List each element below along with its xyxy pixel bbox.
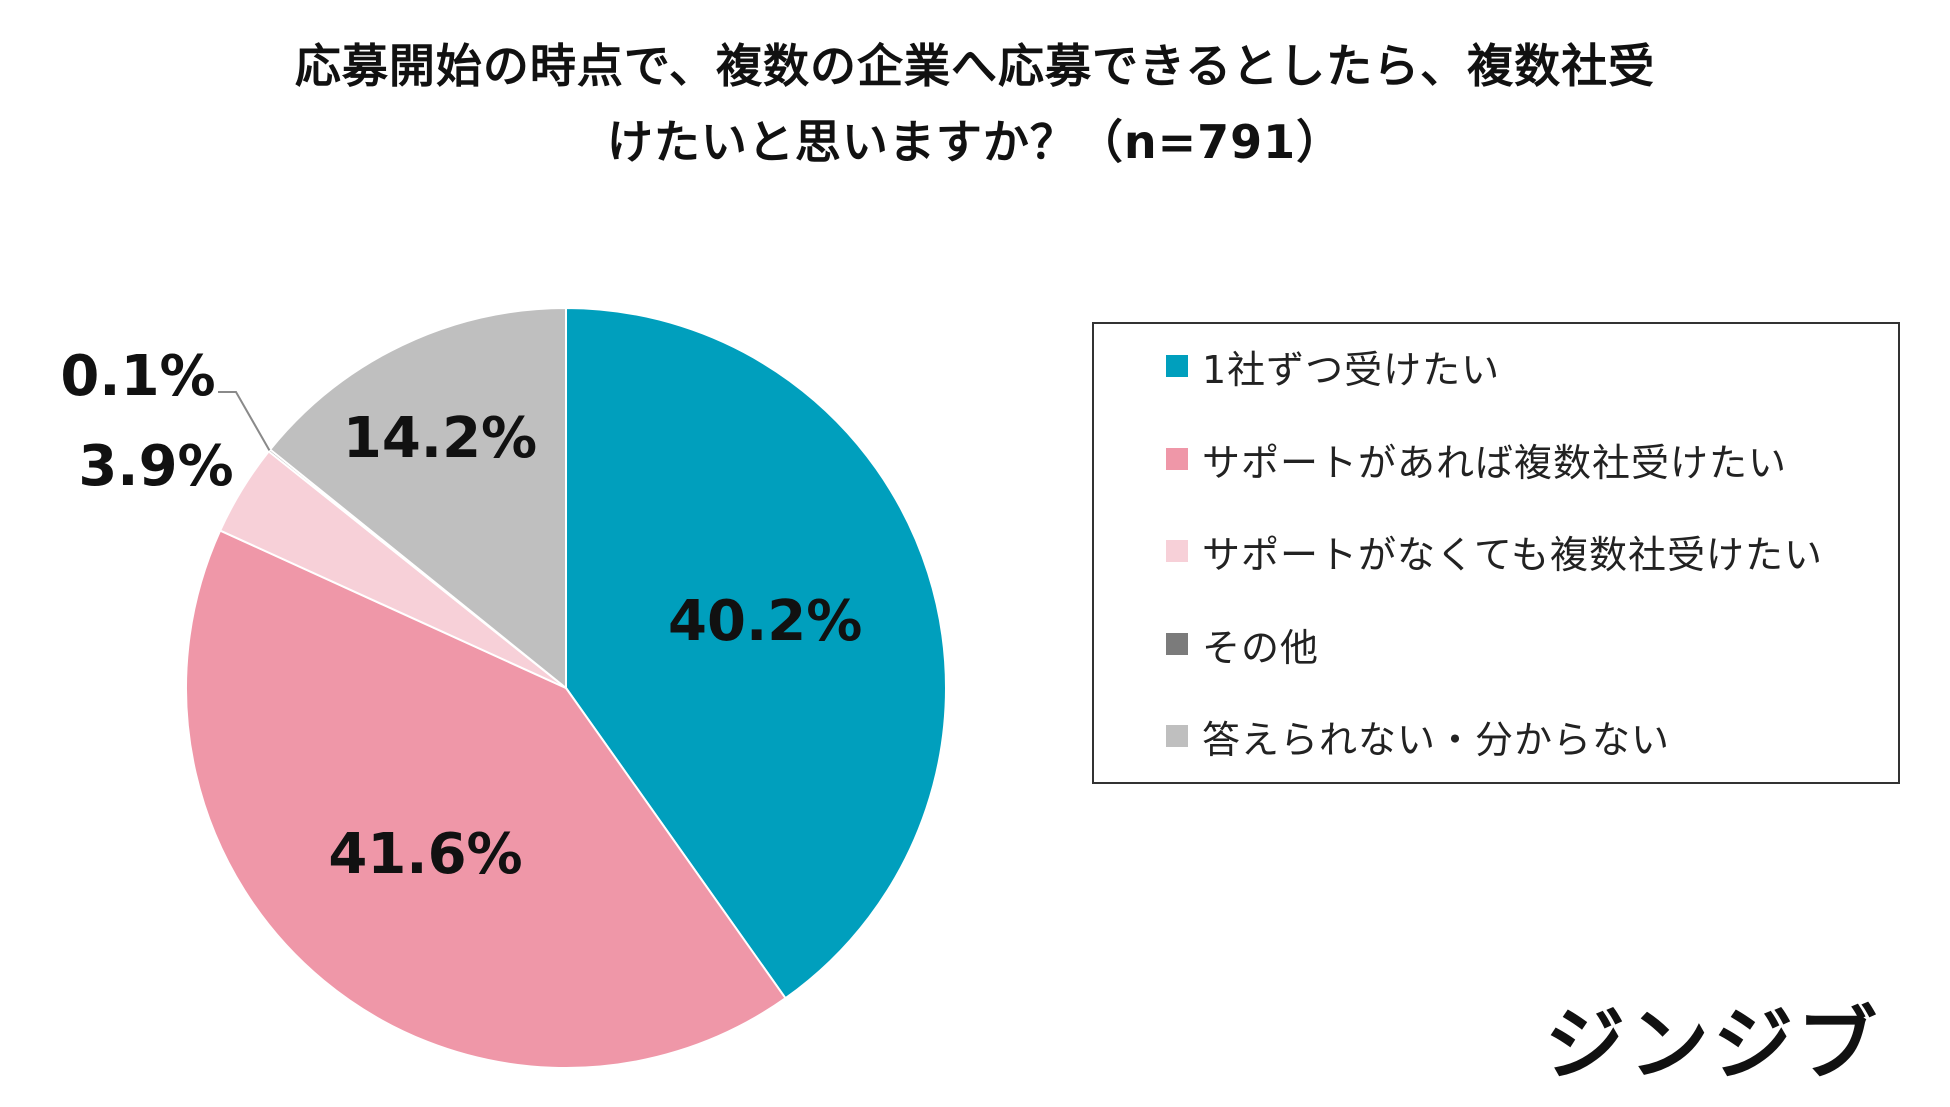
legend-item: 1社ずつ受けたい (1166, 338, 1500, 394)
legend-swatch (1166, 355, 1188, 377)
pie-data-label: 40.2% (668, 589, 862, 654)
chart-title-line-1: 応募開始の時点で、複数の企業へ応募できるとしたら、複数社受 (294, 39, 1656, 93)
pie-data-label: 3.9% (78, 434, 233, 499)
legend-label: その他 (1202, 625, 1320, 670)
leader-line (218, 391, 271, 451)
pie-data-label: 0.1% (60, 344, 215, 409)
pie-leader-lines (218, 391, 271, 451)
legend-item: サポートがなくても複数社受けたい (1166, 523, 1823, 579)
pie-data-labels: 40.2% 41.6% 3.9% 0.1% 14.2% (60, 344, 862, 887)
pie-slice (268, 306, 567, 691)
legend-label: 答えられない・分からない (1202, 717, 1671, 762)
legend-label: サポートがなくても複数社受けたい (1202, 532, 1823, 577)
legend-swatch (1166, 540, 1188, 562)
pie-slices (185, 306, 947, 1069)
legend-item: その他 (1166, 616, 1319, 672)
legend-swatch (1166, 633, 1188, 655)
pie-slice (185, 529, 787, 1069)
pie-data-label: 41.6% (328, 822, 522, 887)
legend-item: 答えられない・分からない (1166, 708, 1670, 764)
pie-slice (565, 306, 947, 1000)
pie-data-label: 14.2% (343, 406, 537, 471)
chart-legend: 1社ずつ受けたい サポートがあれば複数社受けたい サポートがなくても複数社受けた… (1092, 322, 1900, 784)
legend-item: サポートがあれば複数社受けたい (1166, 431, 1787, 487)
chart-title: 応募開始の時点で、複数の企業へ応募できるとしたら、複数社受 けたいと思いますか？… (0, 28, 1950, 180)
legend-swatch (1166, 725, 1188, 747)
legend-swatch (1166, 448, 1188, 470)
legend-label: 1社ずつ受けたい (1202, 347, 1501, 392)
brand-logo: ジンジブ (1545, 998, 1881, 1091)
legend-label: サポートがあれば複数社受けたい (1202, 440, 1788, 485)
chart-title-line-2: けたいと思いますか？（n=791） (606, 115, 1344, 169)
